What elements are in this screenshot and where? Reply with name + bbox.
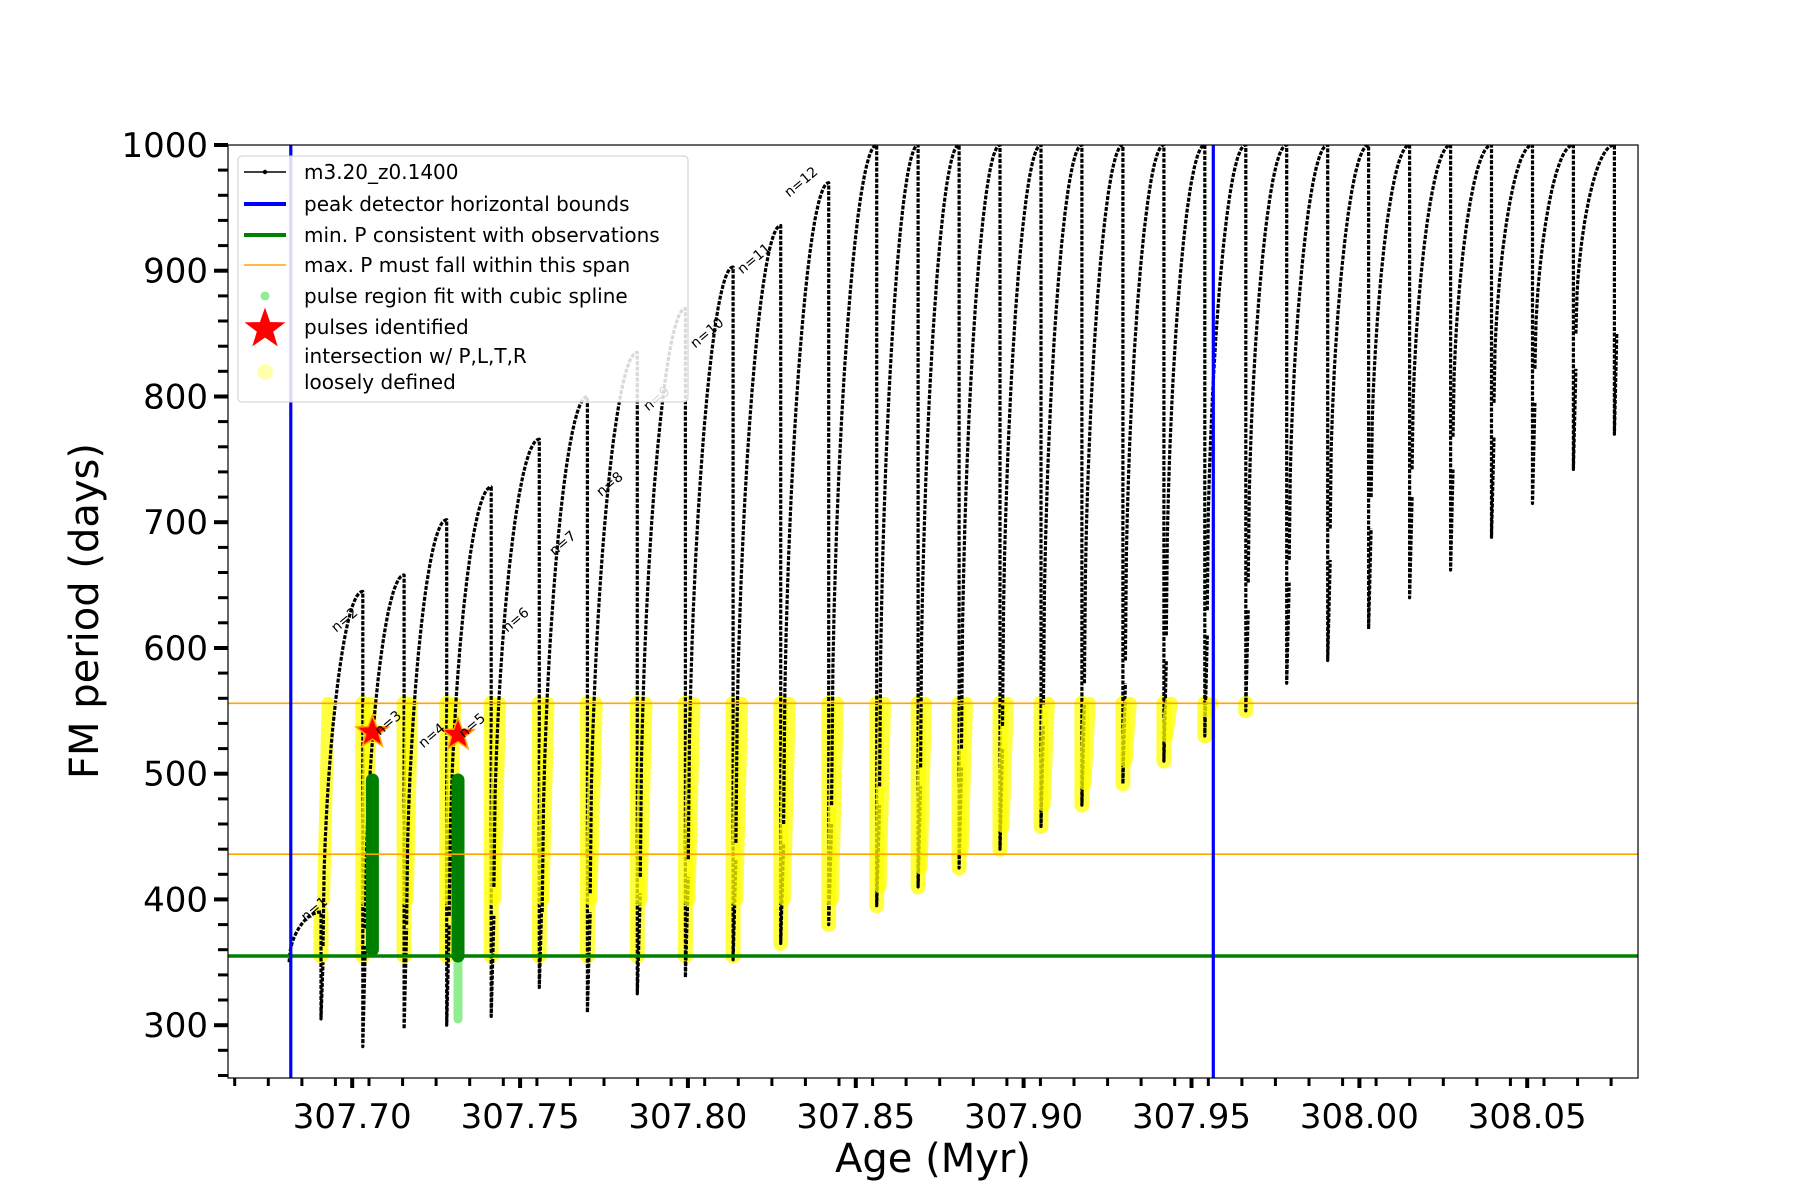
loose-band [873, 696, 891, 894]
plot-area: n=1n=2n=3n=4n=5n=6n=7n=8n=9n=10n=11n=12 [228, 145, 1638, 1078]
series-line [363, 573, 409, 1031]
loose-band [825, 696, 844, 906]
series-line [1246, 145, 1291, 685]
series-line [447, 485, 496, 1019]
series-line [321, 589, 367, 1049]
legend-box [237, 155, 689, 403]
legend-label: loosely defined [304, 370, 456, 394]
loose-band [914, 696, 932, 875]
series-line [1287, 145, 1332, 663]
legend-label: intersection w/ P,L,T,R [304, 344, 527, 368]
series-line [588, 350, 642, 996]
x-tick-label: 307.80 [628, 1097, 747, 1137]
loose-band [682, 696, 701, 906]
x-tick-label: 308.00 [1300, 1097, 1419, 1137]
y-tick-label: 800 [143, 378, 208, 418]
legend-label: min. P consistent with observations [304, 223, 660, 247]
plot-frame [227, 144, 1639, 1079]
y-tick-label: 1000 [121, 126, 208, 166]
series-line [405, 518, 451, 1027]
series-line [734, 223, 786, 946]
loose-band [584, 696, 603, 906]
loose-band [1078, 696, 1096, 791]
y-tick-label: 600 [143, 629, 208, 669]
series-line [1000, 145, 1045, 829]
series-line [1574, 145, 1619, 436]
legend-label: pulse region fit with cubic spline [304, 284, 628, 308]
loose-band [955, 696, 973, 856]
series-line [1164, 145, 1209, 738]
series-line [830, 145, 882, 908]
x-tick-label: 307.85 [796, 1097, 915, 1137]
series-line [1410, 145, 1455, 572]
x-tick-label: 307.95 [1132, 1097, 1251, 1137]
loose-band [730, 696, 749, 906]
x-tick-label: 307.75 [461, 1097, 580, 1137]
series-line [878, 145, 923, 889]
loose-band [1119, 696, 1137, 768]
y-tick-label: 300 [143, 1006, 208, 1046]
series-line [686, 265, 738, 962]
series-line [1328, 145, 1373, 631]
legend-swatch-dot [260, 291, 270, 301]
legend-swatch-circle [257, 364, 273, 380]
series-line [782, 181, 834, 927]
series-line [1451, 145, 1496, 539]
pulse-star [354, 713, 391, 748]
pulse-star [439, 715, 477, 751]
axes: 307.70 307.75 307.80 307.85 307.90 307.95 308.… [121, 126, 1613, 1137]
y-tick-label: 500 [143, 755, 208, 795]
x-tick-label: 307.90 [964, 1097, 1083, 1137]
legend-swatch-star [244, 307, 286, 347]
legend-swatch-marker [262, 169, 268, 175]
series-line [287, 910, 325, 1021]
series-line [1492, 145, 1537, 505]
series-line [919, 145, 964, 870]
legend-label: max. P must fall within this span [304, 253, 630, 277]
y-tick-label: 400 [143, 880, 208, 920]
y-axis-label: FM period (days) [62, 443, 108, 779]
series-line [1041, 145, 1086, 807]
loose-band [996, 696, 1014, 833]
series-line [1123, 145, 1168, 763]
x-axis-label: Age (Myr) [835, 1136, 1031, 1182]
series-line [1369, 145, 1414, 600]
legend-label: peak detector horizontal bounds [304, 192, 630, 216]
loose-band [634, 696, 653, 906]
series-line [1533, 145, 1578, 471]
loose-band [777, 696, 796, 906]
y-tick-label: 700 [143, 503, 208, 543]
x-tick-label: 307.70 [293, 1097, 412, 1137]
y-tick-label: 900 [143, 252, 208, 292]
series-line [1082, 145, 1127, 786]
legend-label: m3.20_z0.1400 [304, 160, 459, 184]
x-tick-label: 308.05 [1468, 1097, 1587, 1137]
legend-label: pulses identified [304, 315, 469, 339]
loose-band [1201, 696, 1219, 718]
series-line [959, 145, 1005, 851]
series-line [492, 437, 544, 990]
loose-band [1160, 696, 1178, 743]
loose-band [1037, 696, 1055, 812]
